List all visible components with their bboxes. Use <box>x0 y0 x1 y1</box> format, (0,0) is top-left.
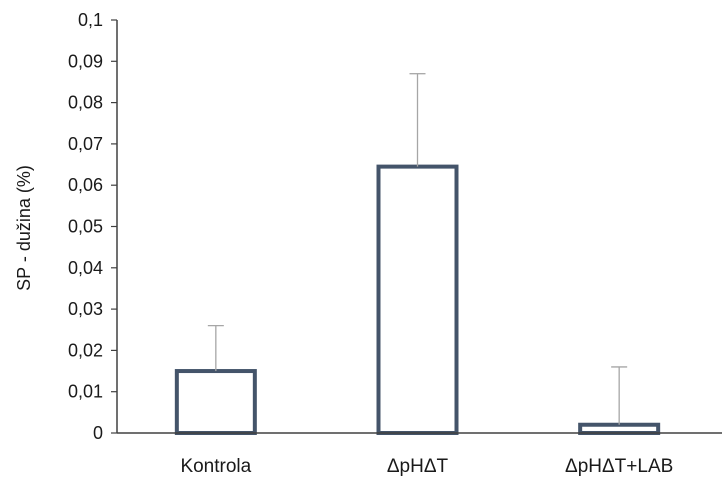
y-tick-label: 0,06 <box>68 175 103 195</box>
error-bars <box>207 73 628 425</box>
y-tick-label: 0,02 <box>68 340 103 360</box>
y-tick-label: 0 <box>93 423 103 443</box>
y-tick-label: 0,09 <box>68 51 103 71</box>
y-tick-label: 0,1 <box>78 10 103 30</box>
y-tick-label: 0,07 <box>68 134 103 154</box>
x-category-label: ΔpHΔT+LAB <box>565 456 673 477</box>
y-tick-label: 0,04 <box>68 258 103 278</box>
y-tick-label: 0,03 <box>68 299 103 319</box>
y-axis-title: SP - dužina (%) <box>14 165 34 291</box>
y-tick-label: 0,08 <box>68 93 103 113</box>
y-tick-label: 0,05 <box>68 217 103 237</box>
x-category-label: ΔpHΔT <box>387 456 449 477</box>
x-category-label: Kontrola <box>180 456 251 477</box>
bar <box>376 164 459 436</box>
bar <box>578 422 661 435</box>
bar <box>174 369 257 435</box>
y-axis-ticks: 0 0,01 0,02 0,03 0,04 0,05 0,06 0,07 0,08 0,09 0,1 <box>68 10 117 443</box>
bars <box>174 164 661 436</box>
x-axis-categories: Kontrola ΔpHΔT ΔpHΔT+LAB <box>180 456 673 477</box>
y-tick-label: 0,01 <box>68 382 103 402</box>
